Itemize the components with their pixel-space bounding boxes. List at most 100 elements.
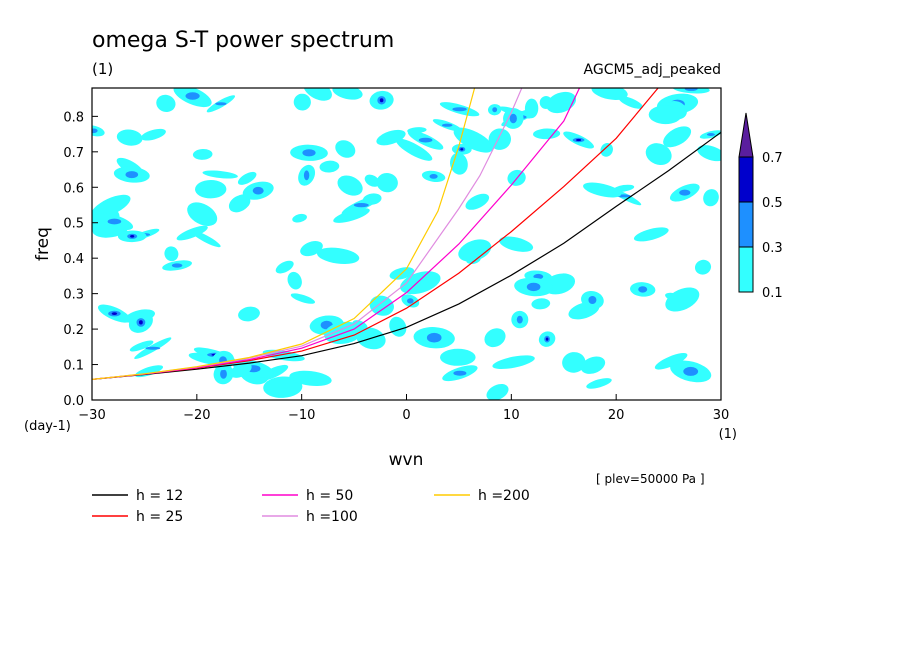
contour-blob [275, 260, 294, 274]
contour-blob [531, 298, 551, 310]
contour-blob [395, 138, 433, 161]
contour-blob [663, 126, 692, 148]
contour-blob [92, 194, 131, 219]
contour-blob [562, 352, 586, 373]
contour-blob [316, 247, 360, 265]
colorbar-segment [738, 246, 754, 293]
contour-blob-mid [452, 107, 467, 112]
contour-blob [192, 148, 213, 160]
colorbar-label: 0.7 [762, 151, 783, 166]
contour-blob [486, 383, 509, 400]
contour-blob [140, 128, 166, 141]
contour-blob-mid [638, 286, 648, 293]
colorbar-label: 0.1 [762, 286, 783, 301]
contour-blob-mid [302, 149, 316, 157]
contour-blob-high [130, 235, 135, 238]
contour-blob [407, 127, 427, 134]
contour-blob-mid [526, 282, 541, 292]
contour-blob [335, 140, 356, 158]
contour-blob-mid [185, 92, 200, 100]
contour-blob [293, 93, 311, 111]
contour-blob [645, 143, 672, 166]
contour-blob [364, 174, 380, 187]
y-tick-label: 0.1 [63, 359, 84, 374]
contour-blob-mid [684, 88, 698, 91]
contour-blob [176, 225, 208, 241]
contour-blob-mid [107, 218, 122, 225]
contour-blob-high [545, 337, 549, 341]
contour-blob [292, 213, 307, 223]
contour-blob-mid [509, 113, 517, 124]
contour-blob-mid [303, 170, 310, 181]
contour-blob [156, 94, 176, 112]
contour-blob [116, 129, 143, 146]
y-axis-ticks: 0.0 0.1 0.2 0.3 0.4 0.5 0.6 0.7 0.8 [63, 110, 98, 409]
x-axis-ticks: −30 −20 −10 0 10 20 30 [78, 394, 729, 423]
contour-blob [458, 239, 492, 262]
contour-blob [665, 287, 700, 312]
y-tick-label: 0.8 [63, 110, 84, 125]
contour-blob-mid [706, 133, 715, 136]
contour-field [92, 88, 721, 400]
contour-blob [238, 306, 260, 322]
contour-blob-mid [407, 298, 414, 304]
y-tick-label: 0.7 [63, 146, 84, 161]
x-tick-label: 30 [713, 408, 730, 423]
x-tick-label: −20 [183, 408, 210, 423]
contour-blob [648, 105, 682, 125]
contour-blob [293, 372, 312, 383]
contour-blob [287, 271, 302, 290]
legend-label: h = 12 [136, 488, 183, 504]
contour-blob [499, 236, 534, 252]
contour-blob-mid [492, 107, 498, 113]
y-axis-label: freq [33, 227, 53, 261]
contour-blob [488, 128, 511, 150]
contour-blob [332, 88, 363, 100]
contour-blob [654, 353, 688, 370]
contour-blob [303, 88, 332, 101]
model-label: AGCM5_adj_peaked [584, 62, 721, 78]
contour-blob [484, 328, 506, 348]
colorbar-segment [738, 156, 754, 203]
curve-h200 [92, 88, 476, 380]
contour-blob [600, 143, 613, 157]
contour-blob [195, 179, 227, 199]
contour-blob-high [139, 320, 143, 325]
colorbar: 0.1 0.3 0.5 0.7 [738, 112, 783, 301]
chart-title: omega S-T power spectrum [92, 28, 394, 53]
contour-blob [337, 175, 363, 196]
contour-blob [376, 172, 398, 193]
x-axis-units: (1) [719, 427, 737, 442]
contour-blob-high [576, 138, 582, 142]
title-units: (1) [92, 60, 113, 78]
contour-blob-high [111, 312, 118, 315]
contour-blob [453, 127, 493, 153]
y-tick-label: 0.5 [63, 217, 84, 232]
contour-blob-mid [220, 369, 227, 379]
contour-blob-mid [215, 102, 227, 106]
contour-blob [533, 128, 561, 140]
contour-blob [580, 356, 606, 374]
legend-label: h =200 [478, 488, 530, 504]
contour-blob [290, 293, 316, 304]
colorbar-extend-max [738, 112, 754, 158]
contour-blob [694, 259, 712, 275]
plot-frame [91, 87, 722, 401]
contour-blob-mid [92, 128, 98, 134]
x-tick-label: −10 [288, 408, 315, 423]
contour-blob [263, 376, 303, 398]
x-tick-label: 20 [608, 408, 625, 423]
y-tick-label: 0.6 [63, 181, 84, 196]
contour-blob-mid [679, 189, 691, 196]
contour-blob-mid [252, 186, 264, 195]
y-tick-label: 0.4 [63, 252, 84, 267]
contour-blob [300, 241, 323, 257]
dispersion-curves [92, 88, 721, 380]
contour-blob-mid [683, 366, 699, 376]
legend: h = 12 h = 50 h =200 h = 25 h =100 [92, 488, 530, 525]
contour-blob-mid [453, 370, 467, 376]
contour-blob [450, 152, 468, 175]
colorbar-label: 0.5 [762, 196, 783, 211]
contour-blob [583, 182, 622, 198]
contour-blob [465, 193, 490, 210]
